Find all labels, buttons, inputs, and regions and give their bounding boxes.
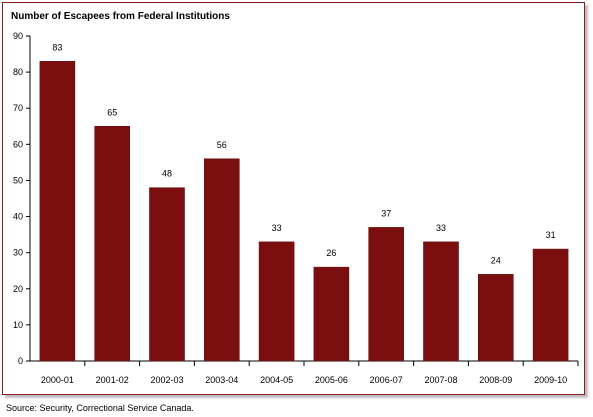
y-tick-label: 0 [18,356,23,366]
y-tick-label: 80 [13,67,23,77]
x-tick-label: 2008-09 [479,375,512,385]
bar [313,266,350,362]
data-label: 37 [381,208,391,218]
y-tick-label: 50 [13,175,23,185]
y-tick-label: 20 [13,284,23,294]
x-tick-label: 2004-05 [260,375,293,385]
bar [532,248,569,362]
bar [258,241,295,362]
x-tick-label: 2005-06 [315,375,348,385]
bar [94,126,130,362]
data-label: 48 [162,169,172,179]
data-label: 24 [491,255,501,265]
y-tick-label: 40 [13,212,23,222]
data-label: 56 [217,140,227,150]
y-tick-label: 70 [13,103,23,113]
y-tick-label: 10 [13,320,23,330]
data-label: 33 [436,223,446,233]
y-tick-label: 30 [13,248,23,258]
bar [423,241,459,362]
x-tick-label: 2000-01 [41,375,74,385]
bar [478,274,514,362]
data-label: 33 [272,223,282,233]
data-label: 26 [326,248,336,258]
x-tick-label: 2002-03 [150,375,183,385]
x-tick-label: 2003-04 [205,375,238,385]
bar [368,227,404,362]
x-tick-label: 2007-08 [424,375,457,385]
data-label: 31 [546,230,556,240]
bar [149,187,185,362]
x-tick-label: 2006-07 [370,375,403,385]
data-label: 83 [52,42,62,52]
x-tick-label: 2001-02 [96,375,129,385]
x-tick-label: 2009-10 [534,375,567,385]
bar [204,158,240,362]
y-tick-label: 60 [13,139,23,149]
source-note: Source: Security, Correctional Service C… [6,403,194,413]
chart-title: Number of Escapees from Federal Institut… [11,11,230,22]
y-tick-label: 90 [13,31,23,41]
bar [39,61,76,362]
data-label: 65 [107,107,117,117]
